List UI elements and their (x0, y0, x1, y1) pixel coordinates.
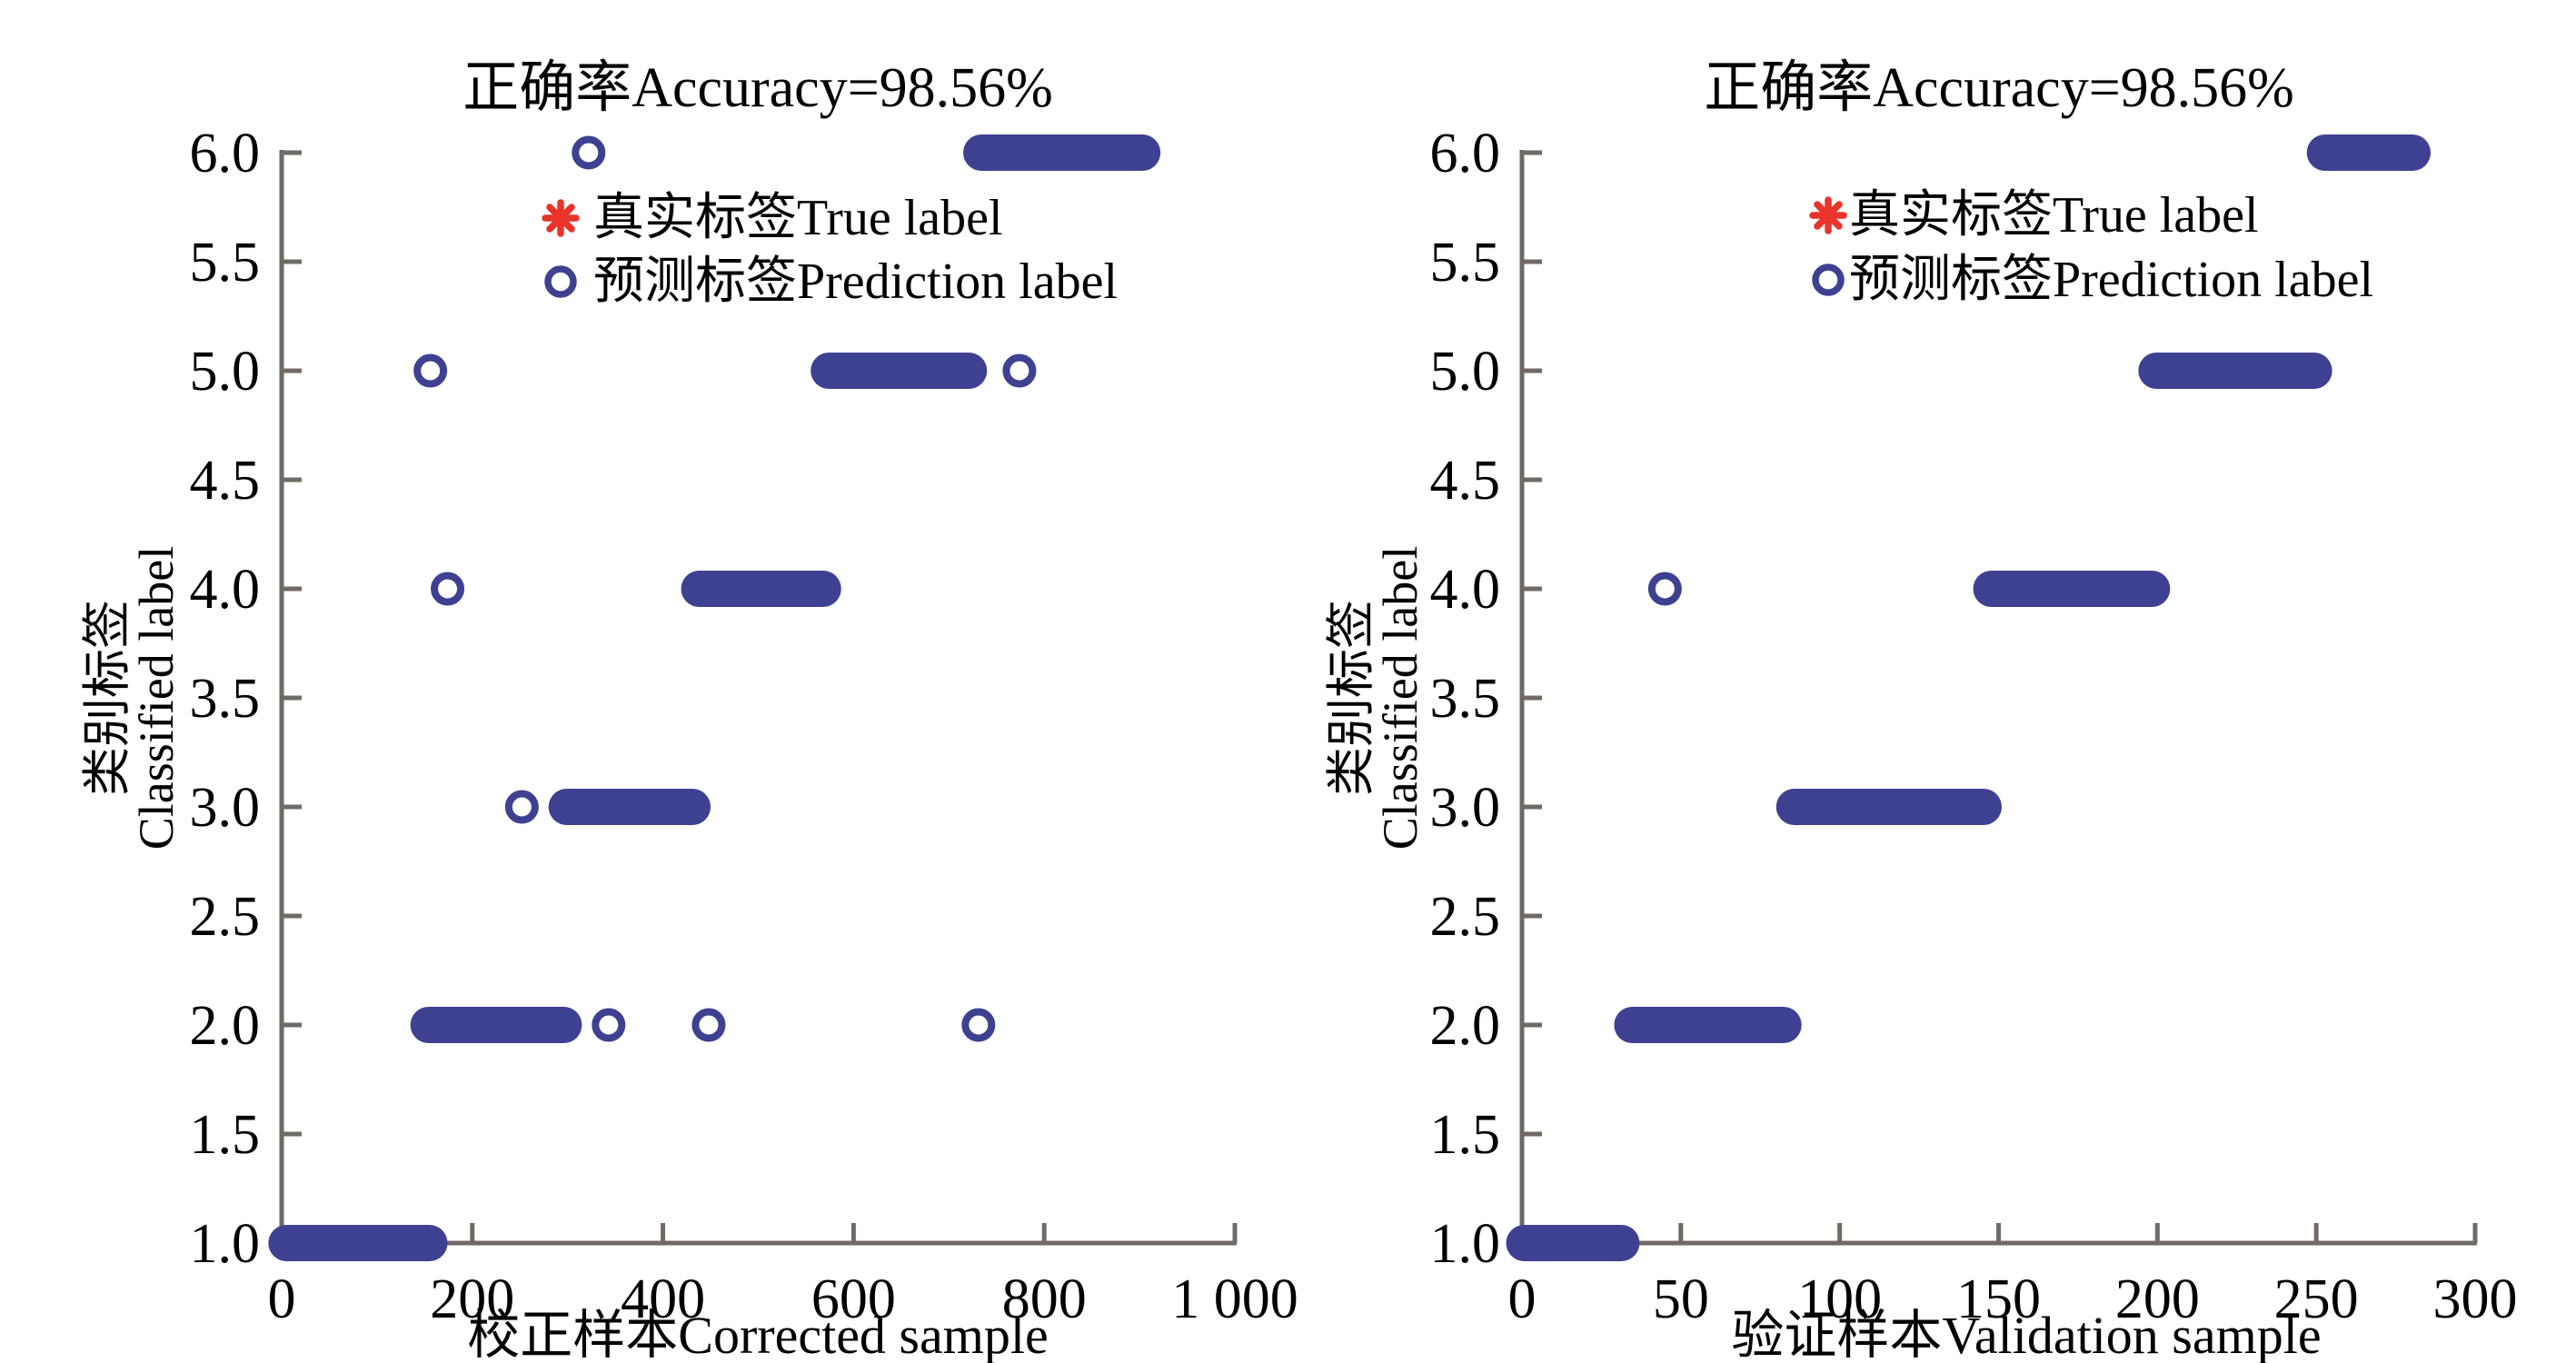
x-tick-label: 250 (2274, 1268, 2359, 1330)
x-tick-label: 800 (1002, 1268, 1087, 1330)
x-tick-label: 600 (811, 1268, 896, 1330)
y-tick-label: 3.5 (1430, 668, 1501, 730)
prediction-outlier-circle (691, 1008, 726, 1042)
y-axis-label-en: Classified label (1373, 545, 1427, 851)
prediction-band-class-6 (963, 134, 1161, 171)
y-tick-label: 5.5 (1430, 232, 1501, 293)
y-tick-label: 3.5 (190, 668, 261, 730)
y-axis-label-zh: 类别标签 (1324, 600, 1378, 796)
x-tick-label: 150 (1956, 1268, 2041, 1330)
x-tick-label: 100 (1797, 1268, 1882, 1330)
prediction-band-class-5 (2138, 353, 2332, 389)
prediction-band-class-1 (268, 1225, 448, 1261)
x-tick-label: 0 (1508, 1268, 1537, 1330)
legend (1809, 196, 1847, 296)
y-tick-label: 4.0 (1430, 559, 1501, 621)
x-tick-label: 0 (268, 1268, 296, 1330)
prediction-band-class-4 (1973, 571, 2171, 607)
y-tick-label: 3.0 (190, 777, 261, 839)
y-tick-label: 2.5 (1430, 886, 1501, 948)
chart-title: 正确率Accuracy=98.56% (1704, 57, 2294, 119)
x-tick-label: 400 (621, 1268, 705, 1330)
legend (542, 199, 580, 298)
true-label-asterisk-icon (1814, 201, 1843, 230)
y-tick-label: 6.0 (1430, 123, 1501, 184)
y-tick-label: 1.0 (190, 1213, 261, 1275)
chart-0: 1.0 1.5 2.0 2.5 3.0 3.5 4.0 4.5 5.0 5.5 6.0 0 200 400… (190, 123, 1298, 1330)
prediction-band-class-3 (1775, 789, 2002, 825)
y-tick-label: 2.0 (1430, 995, 1501, 1057)
prediction-outlier-circle (504, 790, 539, 824)
y-tick-label: 4.5 (190, 450, 261, 512)
y-tick-label: 4.5 (1430, 450, 1501, 512)
y-tick-label: 5.0 (190, 341, 261, 403)
y-axis-label-en: Classified label (129, 545, 184, 851)
legend-prediction-label: 预测标签Prediction label (1849, 252, 2374, 308)
x-tick-label: 200 (2115, 1268, 2200, 1330)
y-tick-label: 6.0 (190, 123, 261, 184)
prediction-outlier-circle (431, 572, 465, 606)
y-tick-label: 5.0 (1430, 341, 1501, 403)
prediction-outlier-circle (413, 353, 448, 388)
prediction-outlier-circle (1002, 353, 1037, 388)
x-axis-label: 验证样本Validation sample (1731, 1306, 2322, 1363)
x-tick-label: 200 (430, 1268, 514, 1330)
y-tick-label: 5.5 (190, 232, 261, 293)
prediction-band-class-4 (681, 571, 841, 607)
true-label-asterisk-icon (546, 204, 575, 233)
prediction-band-class-6 (2306, 134, 2432, 171)
y-tick-label: 1.5 (190, 1104, 261, 1166)
prediction-band-class-3 (548, 789, 711, 825)
prediction-label-circle-icon (1812, 264, 1845, 296)
prediction-outlier-circle (592, 1008, 626, 1042)
y-tick-label: 2.5 (190, 886, 261, 948)
legend-true-label: 真实标签True label (1849, 187, 2259, 244)
prediction-outlier-circle (1647, 572, 1682, 606)
x-tick-label: 300 (2433, 1268, 2518, 1330)
y-axis-label-zh: 类别标签 (80, 600, 134, 796)
y-tick-label: 3.0 (1430, 777, 1501, 839)
prediction-band-class-5 (811, 353, 988, 389)
y-tick-label: 1.0 (1430, 1213, 1501, 1275)
chart-title: 正确率Accuracy=98.56% (462, 57, 1053, 119)
legend-prediction-label: 预测标签Prediction label (593, 254, 1119, 310)
y-tick-label: 2.0 (190, 995, 261, 1057)
prediction-outlier-circle (961, 1008, 996, 1042)
prediction-label-circle-icon (544, 265, 577, 298)
x-tick-label: 50 (1653, 1268, 1709, 1330)
x-axis-label: 校正样本Corrected sample (467, 1306, 1049, 1363)
x-tick-label: 1 000 (1171, 1268, 1298, 1330)
prediction-band-class-1 (1506, 1225, 1640, 1261)
prediction-outlier-circle (572, 135, 606, 170)
y-tick-label: 4.0 (190, 559, 261, 621)
chart-1: 1.0 1.5 2.0 2.5 3.0 3.5 4.0 4.5 5.0 5.5 6.0 0 50 100 1… (1430, 123, 2518, 1330)
y-tick-label: 1.5 (1430, 1104, 1501, 1166)
legend-true-label: 真实标签True label (593, 190, 1003, 246)
prediction-band-class-2 (1614, 1007, 1802, 1043)
prediction-band-class-2 (410, 1007, 582, 1043)
